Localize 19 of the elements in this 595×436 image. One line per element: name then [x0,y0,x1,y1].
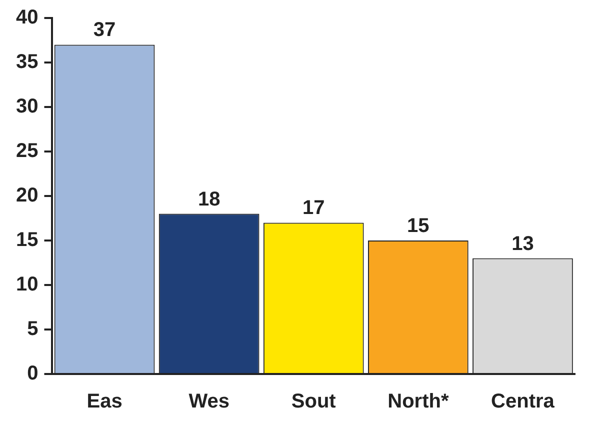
x-tick-label: North* [388,390,449,413]
y-tick-label: 0 [27,362,38,385]
y-tick-label: 5 [27,318,38,340]
data-label: 18 [198,188,220,210]
y-tick-label: 10 [16,274,38,296]
data-label: 37 [93,19,116,42]
x-tick-label: Sout [291,390,336,413]
data-label: 17 [302,197,325,220]
data-label: 15 [407,215,430,238]
y-tick-label: 15 [16,229,38,252]
x-tick-label: Eas [86,390,122,413]
x-tick-label: Centra [491,390,556,413]
x-tick-label: Wes [188,390,230,413]
y-tick-label: 35 [16,51,38,74]
y-tick-label: 40 [16,6,38,29]
y-tick-label: 30 [16,96,38,118]
y-tick-label: 20 [16,184,38,207]
data-label: 13 [512,232,534,255]
y-tick-label: 25 [16,140,38,162]
